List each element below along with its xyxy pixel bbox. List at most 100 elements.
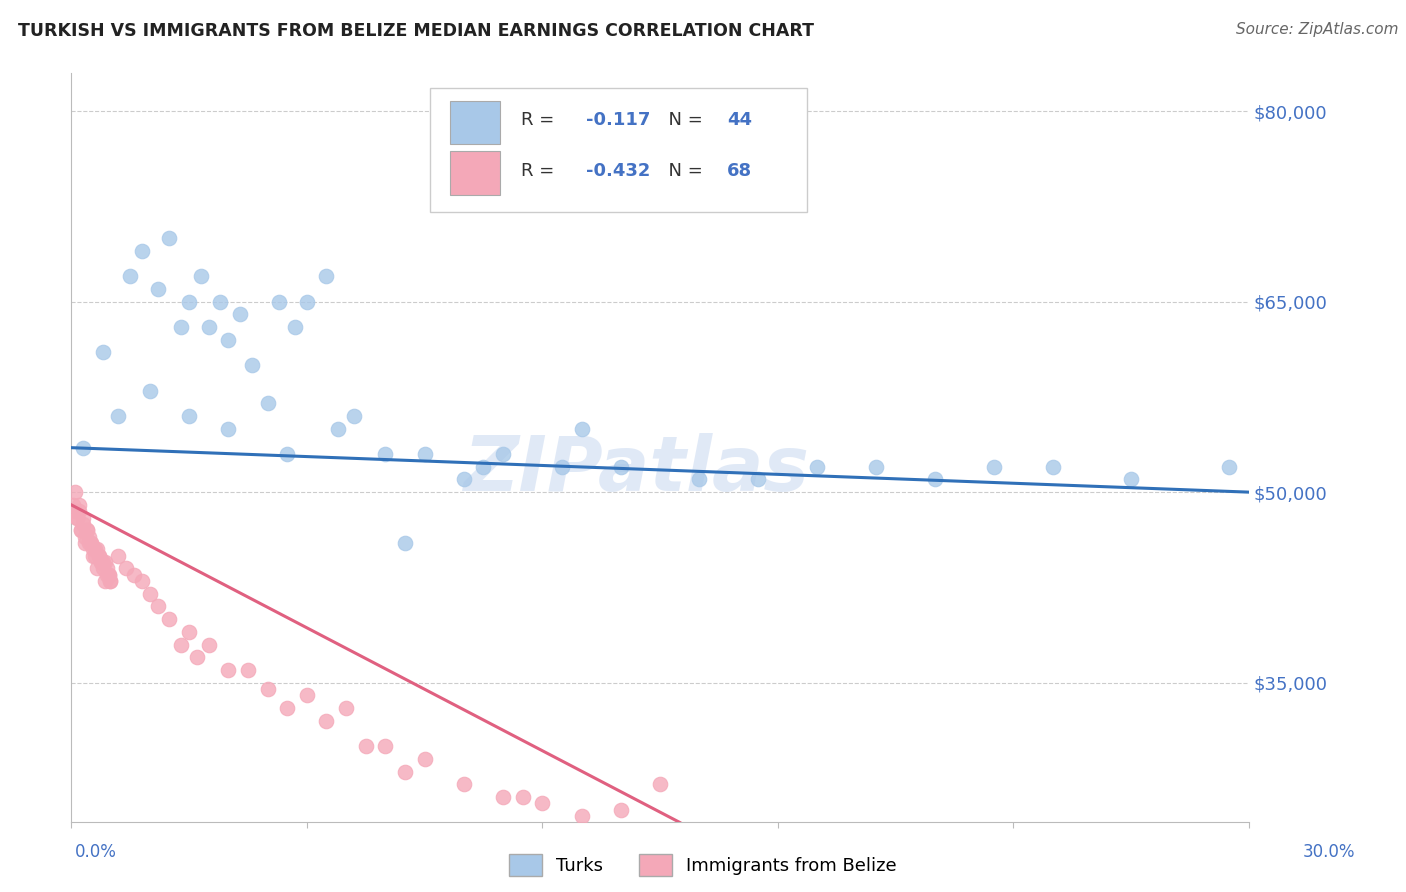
Point bbox=[1042, 459, 1064, 474]
Point bbox=[70, 523, 93, 537]
Text: Source: ZipAtlas.com: Source: ZipAtlas.com bbox=[1236, 22, 1399, 37]
Point bbox=[73, 536, 96, 550]
Point bbox=[87, 549, 110, 563]
Text: -0.117: -0.117 bbox=[586, 112, 650, 129]
Point bbox=[177, 409, 200, 423]
Point bbox=[1218, 459, 1240, 474]
Point bbox=[512, 789, 534, 804]
Point bbox=[343, 409, 366, 423]
Text: 0.0%: 0.0% bbox=[75, 843, 117, 861]
Point bbox=[177, 624, 200, 639]
Point bbox=[170, 320, 193, 334]
Point bbox=[70, 523, 93, 537]
Point bbox=[865, 459, 887, 474]
Point bbox=[63, 485, 86, 500]
Point bbox=[276, 701, 298, 715]
Point bbox=[295, 689, 318, 703]
Point bbox=[100, 574, 122, 588]
Point bbox=[217, 663, 239, 677]
Point bbox=[394, 536, 416, 550]
Point bbox=[413, 752, 436, 766]
Point bbox=[77, 530, 100, 544]
Point bbox=[236, 663, 259, 677]
Point bbox=[453, 472, 475, 486]
Point bbox=[453, 777, 475, 791]
Point bbox=[139, 384, 162, 398]
Point bbox=[354, 739, 377, 754]
Point bbox=[492, 447, 515, 461]
Point bbox=[97, 567, 120, 582]
Point bbox=[76, 523, 98, 537]
Point bbox=[217, 333, 239, 347]
Point bbox=[90, 555, 112, 569]
Point bbox=[91, 345, 114, 359]
Point bbox=[96, 567, 118, 582]
Point bbox=[983, 459, 1005, 474]
Point bbox=[73, 530, 96, 544]
Text: TURKISH VS IMMIGRANTS FROM BELIZE MEDIAN EARNINGS CORRELATION CHART: TURKISH VS IMMIGRANTS FROM BELIZE MEDIAN… bbox=[18, 22, 814, 40]
Point bbox=[96, 561, 118, 575]
Point bbox=[87, 549, 110, 563]
Point bbox=[62, 498, 84, 512]
Point bbox=[146, 599, 169, 614]
Point bbox=[284, 320, 307, 334]
Point bbox=[91, 561, 114, 575]
Point bbox=[531, 797, 554, 811]
Legend: Turks, Immigrants from Belize: Turks, Immigrants from Belize bbox=[502, 847, 904, 883]
Point bbox=[80, 536, 103, 550]
Point bbox=[1119, 472, 1142, 486]
Point bbox=[806, 459, 828, 474]
Point bbox=[107, 409, 129, 423]
Point bbox=[93, 555, 115, 569]
Point bbox=[492, 789, 515, 804]
Point bbox=[217, 422, 239, 436]
Point bbox=[924, 472, 946, 486]
Text: R =: R = bbox=[522, 112, 560, 129]
Point bbox=[610, 803, 633, 817]
Point bbox=[82, 549, 104, 563]
Point bbox=[190, 269, 212, 284]
Point bbox=[120, 269, 142, 284]
Point bbox=[186, 650, 208, 665]
Point bbox=[100, 574, 122, 588]
Point bbox=[256, 681, 278, 696]
Point bbox=[177, 294, 200, 309]
FancyBboxPatch shape bbox=[430, 88, 807, 211]
Point bbox=[209, 294, 232, 309]
Text: N =: N = bbox=[657, 112, 709, 129]
Point bbox=[413, 447, 436, 461]
Point bbox=[571, 422, 593, 436]
Point bbox=[146, 282, 169, 296]
Point bbox=[648, 777, 671, 791]
Point bbox=[256, 396, 278, 410]
Point bbox=[82, 542, 104, 557]
Point bbox=[66, 510, 89, 524]
Point bbox=[77, 536, 100, 550]
Text: -0.432: -0.432 bbox=[586, 162, 650, 180]
Point bbox=[276, 447, 298, 461]
Point bbox=[197, 638, 219, 652]
Point bbox=[374, 447, 396, 461]
Point bbox=[328, 422, 350, 436]
Point bbox=[83, 549, 105, 563]
Point bbox=[131, 244, 153, 258]
Point bbox=[93, 574, 115, 588]
Text: R =: R = bbox=[522, 162, 560, 180]
Point bbox=[97, 567, 120, 582]
Point bbox=[374, 739, 396, 754]
Point bbox=[107, 549, 129, 563]
Point bbox=[747, 472, 769, 486]
Point bbox=[67, 498, 90, 512]
Point bbox=[157, 231, 180, 245]
Point bbox=[83, 542, 105, 557]
Point bbox=[122, 567, 145, 582]
Point bbox=[551, 459, 574, 474]
Point bbox=[315, 269, 337, 284]
Point bbox=[295, 294, 318, 309]
Point bbox=[76, 523, 98, 537]
Point bbox=[72, 516, 94, 531]
Bar bbox=[450, 152, 501, 194]
Point bbox=[91, 555, 114, 569]
Point bbox=[80, 536, 103, 550]
Text: ZIPatlas: ZIPatlas bbox=[464, 434, 810, 508]
